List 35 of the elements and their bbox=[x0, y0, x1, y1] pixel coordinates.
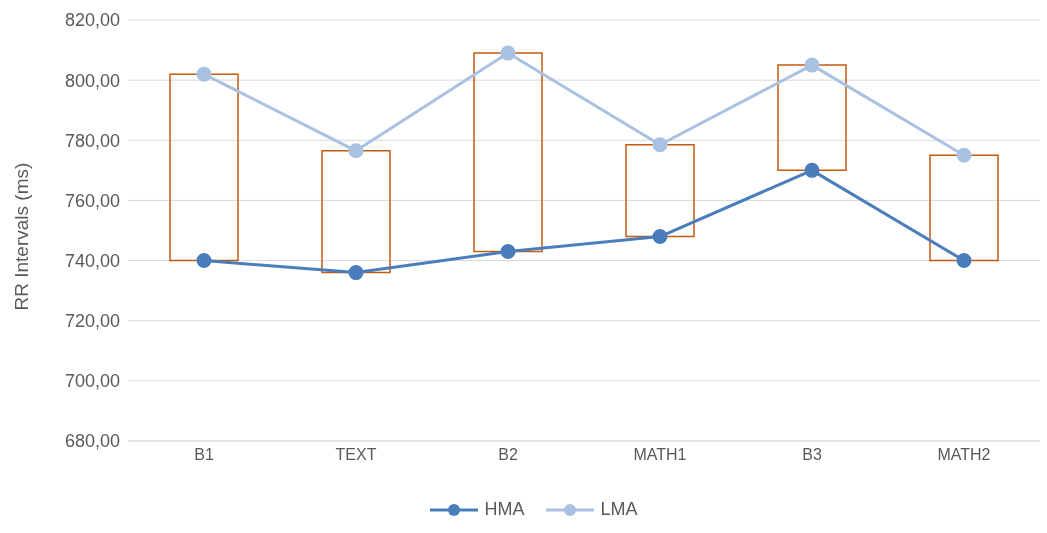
bar bbox=[929, 154, 999, 262]
bar bbox=[321, 150, 391, 274]
point bbox=[196, 66, 212, 82]
point bbox=[196, 253, 212, 269]
point bbox=[652, 229, 668, 245]
y-tick-label: 780,00 bbox=[64, 130, 120, 151]
x-tick-label: TEXT bbox=[335, 446, 377, 464]
y-tick-label: 760,00 bbox=[64, 190, 120, 211]
x-tick-label: B1 bbox=[194, 446, 214, 464]
point bbox=[652, 137, 668, 153]
point bbox=[348, 143, 364, 159]
legend-label: HMA bbox=[483, 499, 525, 520]
y-tick-label: 800,00 bbox=[64, 70, 120, 91]
point bbox=[500, 244, 516, 260]
bar bbox=[777, 64, 847, 172]
bar bbox=[169, 73, 239, 262]
y-axis-title: RR Intervals (ms) bbox=[10, 162, 32, 311]
x-tick-label: MATH1 bbox=[633, 446, 687, 464]
y-tick-label: 740,00 bbox=[64, 250, 120, 271]
bar bbox=[473, 52, 543, 253]
point bbox=[804, 57, 820, 73]
point bbox=[500, 45, 516, 61]
y-tick-label: 680,00 bbox=[64, 431, 120, 452]
y-tick-label: 700,00 bbox=[64, 371, 120, 392]
point bbox=[348, 265, 364, 281]
point bbox=[804, 162, 820, 178]
x-tick-label: MATH2 bbox=[937, 446, 991, 464]
y-tick-label: 720,00 bbox=[64, 311, 120, 332]
point bbox=[956, 253, 972, 269]
x-tick-label: B2 bbox=[498, 446, 518, 464]
x-tick-label: B3 bbox=[802, 446, 822, 464]
y-tick-label: 820,00 bbox=[64, 10, 120, 31]
legend-label: LMA bbox=[599, 499, 638, 520]
point bbox=[956, 147, 972, 163]
bar bbox=[625, 144, 695, 238]
